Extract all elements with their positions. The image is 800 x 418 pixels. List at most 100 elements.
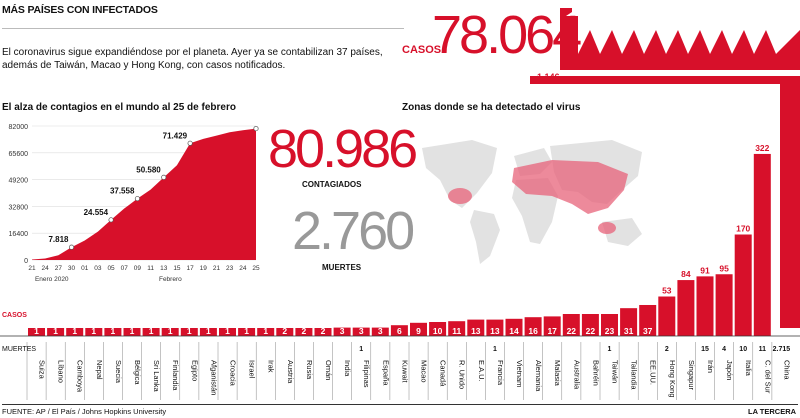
country-bar — [696, 276, 714, 336]
footer-divider — [2, 404, 798, 405]
bar-value-label: 1 — [111, 326, 116, 336]
title-divider — [2, 28, 404, 29]
brand-label: LA TERCERA — [748, 407, 797, 416]
country-label: Sri Lanka — [152, 360, 161, 393]
country-label: Taiwán — [611, 360, 620, 383]
x-tick-label: 21 — [213, 265, 221, 272]
country-label: C. del Sur — [763, 360, 772, 394]
deaths-total-value: 2.760 — [292, 201, 415, 261]
country-label: Vietnam — [515, 360, 524, 387]
country-bar — [639, 304, 657, 336]
country-label: España — [381, 360, 390, 386]
china-bar-top — [530, 76, 800, 84]
deaths-value: 1 — [608, 346, 612, 353]
country-bar — [601, 314, 618, 336]
country-bar — [314, 328, 332, 336]
country-bar — [429, 322, 447, 336]
cases-row-label: CASOS — [2, 312, 27, 319]
deaths-value: 10 — [739, 346, 747, 353]
x-tick-label: 05 — [107, 265, 115, 272]
country-bar — [123, 328, 141, 336]
x-tick-label: 11 — [147, 265, 154, 272]
bar-value-label: 1 — [225, 326, 230, 336]
y-tick-label: 0 — [24, 258, 28, 265]
bar-value-label: 13 — [490, 326, 500, 336]
bar-value-label: 2 — [321, 326, 326, 336]
deaths-value: 4 — [722, 346, 726, 353]
country-bar — [562, 314, 580, 336]
country-bar — [620, 308, 638, 336]
country-bar — [658, 296, 676, 336]
country-bar — [505, 318, 523, 336]
country-bar — [410, 322, 427, 336]
bar-value-label: 11 — [452, 326, 461, 336]
country-label: Bélgica — [133, 360, 142, 385]
map-title: Zonas donde se ha detectado el virus — [402, 102, 581, 113]
country-bar — [734, 234, 752, 336]
x-tick-label: 07 — [121, 265, 129, 272]
data-point — [161, 174, 167, 180]
country-label: India — [343, 360, 352, 377]
infected-total-label: CONTAGIADOS — [302, 180, 362, 189]
country-bar — [238, 328, 256, 336]
x-tick-label: 01 — [81, 265, 89, 272]
x-tick-label: 19 — [200, 265, 208, 272]
country-label: R. Unido — [458, 360, 467, 389]
x-tick-label: 27 — [55, 265, 63, 272]
data-label: 71.429 — [163, 131, 188, 140]
x-tick-label: 30 — [68, 265, 76, 272]
bar-value-label: 1 — [72, 326, 77, 336]
country-bar — [28, 328, 45, 336]
bar-value-label: 1 — [263, 326, 268, 336]
bar-value-label: 1 — [244, 326, 249, 336]
bar-value-label: 1 — [130, 326, 135, 336]
zone-eurasia — [512, 160, 628, 214]
deaths-value: 2 — [665, 346, 669, 353]
bar-value-label: 53 — [662, 286, 672, 296]
country-label: Hong Kong — [668, 360, 677, 398]
country-label: Malasia — [553, 360, 562, 387]
country-bar — [104, 328, 122, 336]
country-label: Japón — [725, 360, 734, 380]
bar-value-label: 3 — [359, 326, 364, 336]
x-tick-label: 23 — [226, 265, 234, 272]
bar-value-label: 13 — [471, 326, 481, 336]
x-group-label: Febrero — [159, 276, 182, 283]
data-point — [108, 217, 114, 223]
country-label: Finlandia — [171, 360, 180, 391]
country-label: Irán — [706, 360, 715, 373]
total-cases-value: 78.064 — [432, 5, 582, 65]
country-bar — [524, 317, 542, 336]
country-label: Suecia — [114, 360, 123, 384]
bar-value-label: 16 — [528, 326, 538, 336]
x-tick-label: 13 — [160, 265, 168, 272]
country-label: Irak — [267, 360, 276, 373]
country-label: Omán — [324, 360, 333, 380]
country-bar — [142, 328, 160, 336]
bar-value-label: 3 — [378, 326, 383, 336]
country-bar — [390, 325, 408, 336]
bar-value-label: 170 — [736, 224, 750, 234]
country-label: Alemania — [534, 360, 543, 392]
deaths-total-label: MUERTES — [322, 263, 362, 272]
infected-total-value: 80.986 — [268, 119, 418, 179]
x-tick-label: 24 — [42, 265, 50, 272]
country-label: Afganistán — [209, 360, 218, 395]
country-bar — [467, 319, 485, 336]
country-bar — [199, 328, 217, 336]
bar-value-label: 22 — [567, 326, 577, 336]
country-bar — [66, 328, 84, 336]
country-bar — [85, 328, 103, 336]
country-bar — [448, 321, 466, 336]
main-title: MÁS PAÍSES CON INFECTADOS — [2, 4, 158, 16]
y-tick-label: 16400 — [9, 231, 29, 238]
data-label: 24.554 — [84, 208, 109, 217]
country-bar — [543, 316, 561, 336]
bar-value-label: 1 — [91, 326, 96, 336]
bar-value-label: 14 — [509, 326, 519, 336]
bar-value-label: 3 — [340, 326, 345, 336]
bar-value-label: 10 — [433, 326, 443, 336]
x-tick-label: 24 — [239, 265, 247, 272]
data-point — [134, 196, 140, 202]
